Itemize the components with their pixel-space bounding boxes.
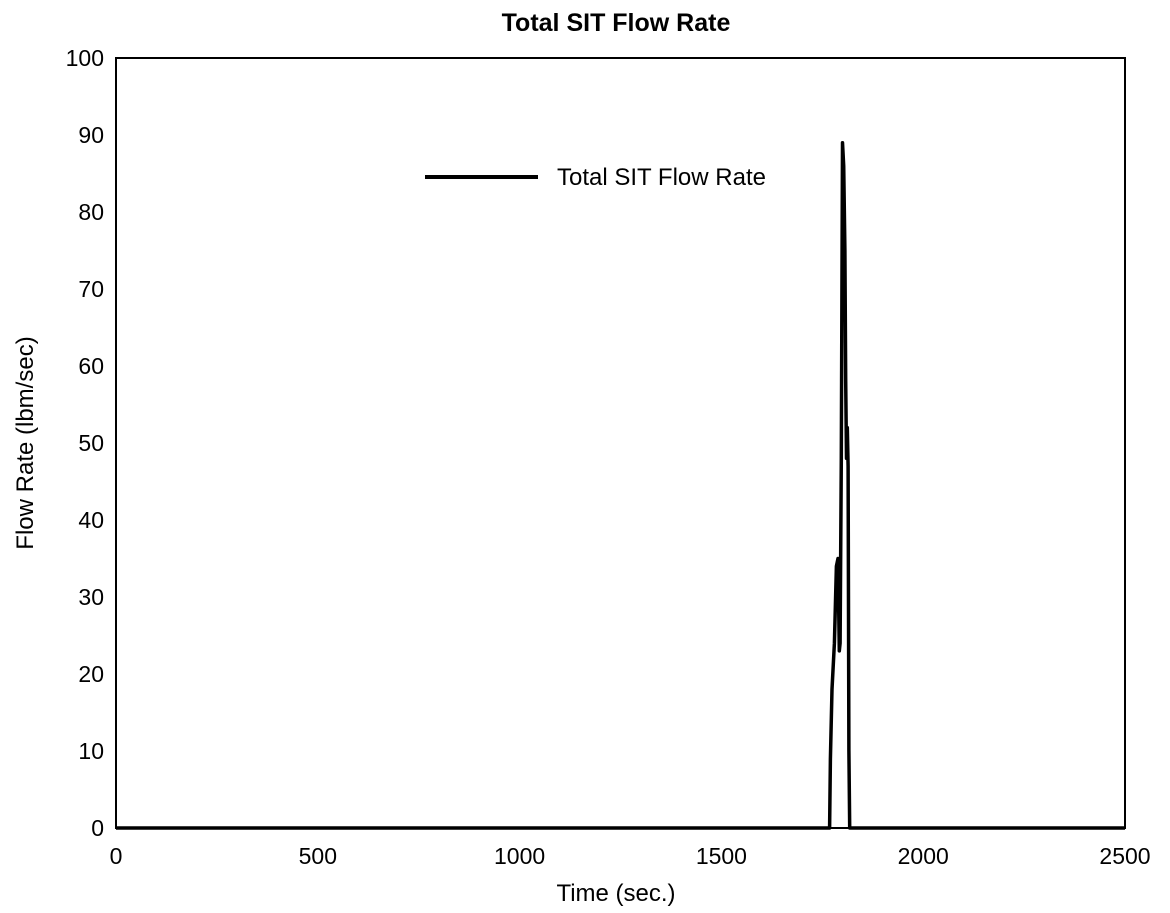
y-tick-label: 30 <box>78 584 104 610</box>
x-tick-label: 2000 <box>898 843 949 869</box>
y-tick-label: 80 <box>78 199 104 225</box>
y-tick-label: 90 <box>78 122 104 148</box>
x-tick-label: 1000 <box>494 843 545 869</box>
y-tick-label: 40 <box>78 507 104 533</box>
y-tick-label: 70 <box>78 276 104 302</box>
legend-label: Total SIT Flow Rate <box>557 164 766 191</box>
y-tick-label: 10 <box>78 738 104 764</box>
y-tick-label: 100 <box>66 45 104 71</box>
y-tick-labels: 0 10 20 30 40 50 60 70 80 90 100 <box>66 45 104 841</box>
x-tick-label: 500 <box>299 843 337 869</box>
series-line <box>116 140 1125 830</box>
x-tick-labels: 0 500 1000 1500 2000 2500 <box>110 843 1151 869</box>
series-layer <box>116 140 1125 830</box>
y-tick-label: 0 <box>91 815 104 841</box>
x-axis-label: Time (sec.) <box>556 880 675 907</box>
x-tick-label: 1500 <box>696 843 747 869</box>
legend: Total SIT Flow Rate <box>425 164 766 191</box>
x-tick-label: 0 <box>110 843 123 869</box>
chart-title: Total SIT Flow Rate <box>502 9 731 37</box>
y-axis-label: Flow Rate (lbm/sec) <box>12 336 39 549</box>
y-tick-label: 60 <box>78 353 104 379</box>
x-tick-label: 2500 <box>1099 843 1150 869</box>
y-tick-label: 20 <box>78 661 104 687</box>
y-tick-label: 50 <box>78 430 104 456</box>
